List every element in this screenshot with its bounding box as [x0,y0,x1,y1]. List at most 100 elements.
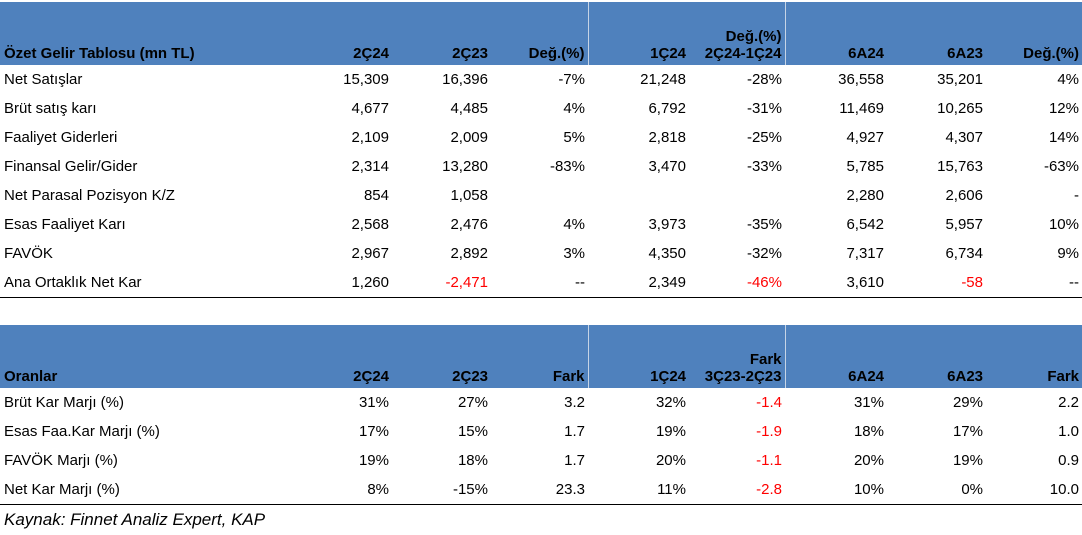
col-header-6m23: 6A23 [947,45,983,62]
table-cell: 2,109 [351,129,389,146]
col-header-qoq-diff-line2: 3Ç23-2Ç23 [704,368,782,385]
table-cell: 19% [655,423,686,440]
table-cell: 2,892 [450,245,488,262]
table-cell [689,181,785,210]
table-cell: 19% [358,452,389,469]
col-header-6m24: 6A24 [784,325,887,388]
table-cell: 20% [655,452,686,469]
col-header-2q23: 2Ç23 [452,368,488,385]
table-cell: - [1074,187,1079,204]
table-cell: -7% [558,71,585,88]
table-cell: 32% [655,394,686,411]
col-header-6m-change: Değ.(%) [1023,45,1079,62]
col-header-1q24: 1Ç24 [587,325,689,388]
table-cell: 12% [1048,100,1079,117]
col-header-2q24: 2Ç24 [353,368,389,385]
income-statement-table: Özet Gelir Tablosu (mn TL) 2Ç24 2Ç23 Değ… [0,2,1082,298]
table-cell: 13,280 [442,158,488,175]
table-cell: 11% [588,475,689,505]
table-cell: 4,350 [648,245,686,262]
table-cell: 3,973 [648,216,686,233]
col-header-qoq-diff-line1: Fark [749,351,782,368]
col-header-1q24: 1Ç24 [587,2,689,65]
table-cell: -1.9 [756,423,782,440]
row-label: Esas Faaliyet Karı [4,216,126,233]
table-cell: 6,542 [846,216,884,233]
table-cell: 5,785 [846,158,884,175]
table-cell: 31% [853,394,884,411]
table-row: Finansal Gelir/Gider 2,314 13,280 -83% 3,470… [0,152,1082,181]
table-cell: 8% [294,475,392,505]
table-cell: 5% [563,129,585,146]
table-cell: 1.7 [564,423,585,440]
table-cell: 10.0 [986,475,1082,505]
col-header-qoq-change: Değ.(%) 2Ç24-1Ç24 [689,2,785,65]
table-cell: 1,058 [450,187,488,204]
col-header-qoq-change-line2: 2Ç24-1Ç24 [704,45,782,62]
table-cell: 2,349 [588,268,689,298]
table-cell: 2,818 [648,129,686,146]
table-cell: -- [491,268,588,298]
col-header-2q24: 2Ç24 [353,45,389,62]
table-cell: 4% [563,216,585,233]
table-row: Ana Ortaklık Net Kar 1,260 -2,471 -- 2,349 -4… [0,268,1082,298]
table-cell: 2,314 [351,158,389,175]
table-cell: 36,558 [838,71,884,88]
ratios-header-row: Oranlar 2Ç24 2Ç23 Fark 1Ç24 Fark 3Ç23-2Ç… [0,325,1082,388]
table-cell: 6,792 [648,100,686,117]
table-cell: 10% [785,475,887,505]
table-cell: 0.9 [1058,452,1079,469]
table-row: Brüt satış karı 4,677 4,485 4% 6,792 -31% 11,4… [0,94,1082,123]
table-cell: 2,009 [450,129,488,146]
col-header-6m24: 6A24 [784,2,887,65]
row-label: Net Satışlar [4,71,83,88]
table-cell [491,181,588,210]
table-cell: 4% [563,100,585,117]
table-cell: 21,248 [640,71,686,88]
income-title: Özet Gelir Tablosu (mn TL) [4,45,195,62]
table-cell: 2.2 [1058,394,1079,411]
table-cell: -83% [549,158,585,175]
table-cell: 17% [952,423,983,440]
ratios-title: Oranlar [4,368,58,385]
table-cell: 35,201 [937,71,983,88]
table-cell: 31% [358,394,389,411]
income-header-row: Özet Gelir Tablosu (mn TL) 2Ç24 2Ç23 Değ… [0,2,1082,65]
table-cell: 17% [358,423,389,440]
col-header-2q23: 2Ç23 [452,45,488,62]
row-label: Esas Faa.Kar Marjı (%) [4,423,160,440]
table-cell: 4% [1057,71,1079,88]
ratios-table: Oranlar 2Ç24 2Ç23 Fark 1Ç24 Fark 3Ç23-2Ç… [0,325,1082,505]
table-cell: -28% [746,71,782,88]
table-cell: -35% [746,216,782,233]
table-cell: 16,396 [442,71,488,88]
col-header-yoy-change: Değ.(%) [528,45,585,62]
table-cell: -25% [746,129,782,146]
table-cell: -15% [392,475,491,505]
table-cell: -33% [746,158,782,175]
table-cell: -- [986,268,1082,298]
table-row: Net Kar Marjı (%) 8% -15% 23.3 11% -2.8 10% 0% 1… [0,475,1082,505]
table-cell: 3,610 [785,268,887,298]
table-cell: 18% [853,423,884,440]
table-cell: 23.3 [491,475,588,505]
row-label: FAVÖK [4,245,53,262]
col-header-qoq-change-line1: Değ.(%) [725,28,782,45]
table-cell: 27% [457,394,488,411]
table-cell: 20% [853,452,884,469]
table-cell: 2,568 [351,216,389,233]
table-cell: 4,677 [351,100,389,117]
table-cell: 2,967 [351,245,389,262]
table-cell: 3.2 [564,394,585,411]
table-row: FAVÖK Marjı (%) 19% 18% 1.7 20% -1.1 20% 19% 0.9 [0,446,1082,475]
table-cell: -32% [746,245,782,262]
table-cell: 3,470 [648,158,686,175]
table-row: Esas Faaliyet Karı 2,568 2,476 4% 3,973 -35% 6… [0,210,1082,239]
table-row: Net Parasal Pozisyon K/Z 854 1,058 2,280 2,6… [0,181,1082,210]
table-cell: -2.8 [689,475,785,505]
table-row: Brüt Kar Marjı (%) 31% 27% 3.2 32% -1.4 31% 29%… [0,388,1082,417]
table-cell: 3% [563,245,585,262]
col-header-diff: Fark [552,368,585,385]
source-note: Kaynak: Finnet Analiz Expert, KAP [4,510,266,529]
table-cell: 6,734 [945,245,983,262]
